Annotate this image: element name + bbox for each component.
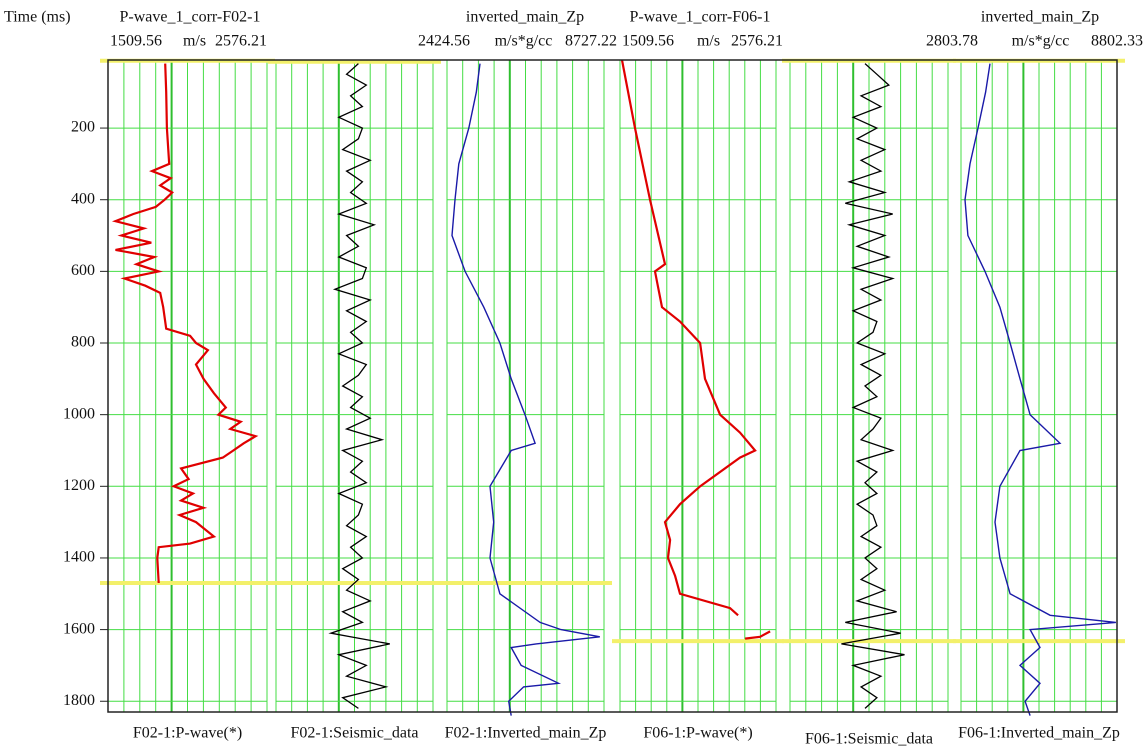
y-tick-label: 200 [71, 119, 95, 136]
seismic-trace [328, 63, 390, 709]
track-name: F06-1:Inverted_main_Zp [958, 725, 1120, 742]
track-title: P-wave_1_corr-F06-1 [630, 9, 771, 26]
plot-frame [107, 59, 1118, 713]
track-name: F02-1:P-wave(*) [133, 725, 242, 742]
x-max-label: 8802.33 [1091, 33, 1143, 50]
x-min-label: 1509.56 [110, 33, 162, 50]
y-tick-label: 400 [71, 190, 95, 207]
log-curve [964, 63, 1116, 716]
y-tick-label: 800 [71, 334, 95, 351]
log-curve [111, 63, 259, 584]
track-title: P-wave_1_corr-F02-1 [120, 9, 261, 26]
x-min-label: 2803.78 [926, 33, 978, 50]
y-axis-label: Time (ms) [4, 9, 71, 26]
x-max-label: 2576.21 [215, 33, 267, 50]
track-name: F02-1:Inverted_main_Zp [445, 725, 607, 742]
y-tick-label: 1400 [63, 549, 95, 566]
y-tick-label: 1200 [63, 477, 95, 494]
x-max-label: 2576.21 [731, 33, 783, 50]
x-unit-label: m/s*g/cc [1012, 33, 1070, 50]
track-title: inverted_main_Zp [466, 9, 584, 26]
x-min-label: 1509.56 [622, 33, 674, 50]
y-tick-label: 600 [71, 262, 95, 279]
log-curve [620, 59, 771, 640]
track-name: F02-1:Seismic_data [291, 725, 419, 742]
track-name: F06-1:Seismic_data [805, 731, 933, 748]
x-unit-label: m/s [183, 33, 206, 50]
y-tick-label: 1000 [63, 405, 95, 422]
x-max-label: 8727.22 [565, 33, 617, 50]
x-unit-label: m/s [697, 33, 720, 50]
log-curve [451, 63, 600, 716]
x-min-label: 2424.56 [418, 33, 470, 50]
x-unit-label: m/s*g/cc [495, 33, 553, 50]
y-tick-label: 1600 [63, 620, 95, 637]
seismic-trace [841, 63, 905, 709]
y-tick-label: 1800 [63, 692, 95, 709]
track-title: inverted_main_Zp [981, 9, 1099, 26]
track-name: F06-1:P-wave(*) [643, 725, 752, 742]
